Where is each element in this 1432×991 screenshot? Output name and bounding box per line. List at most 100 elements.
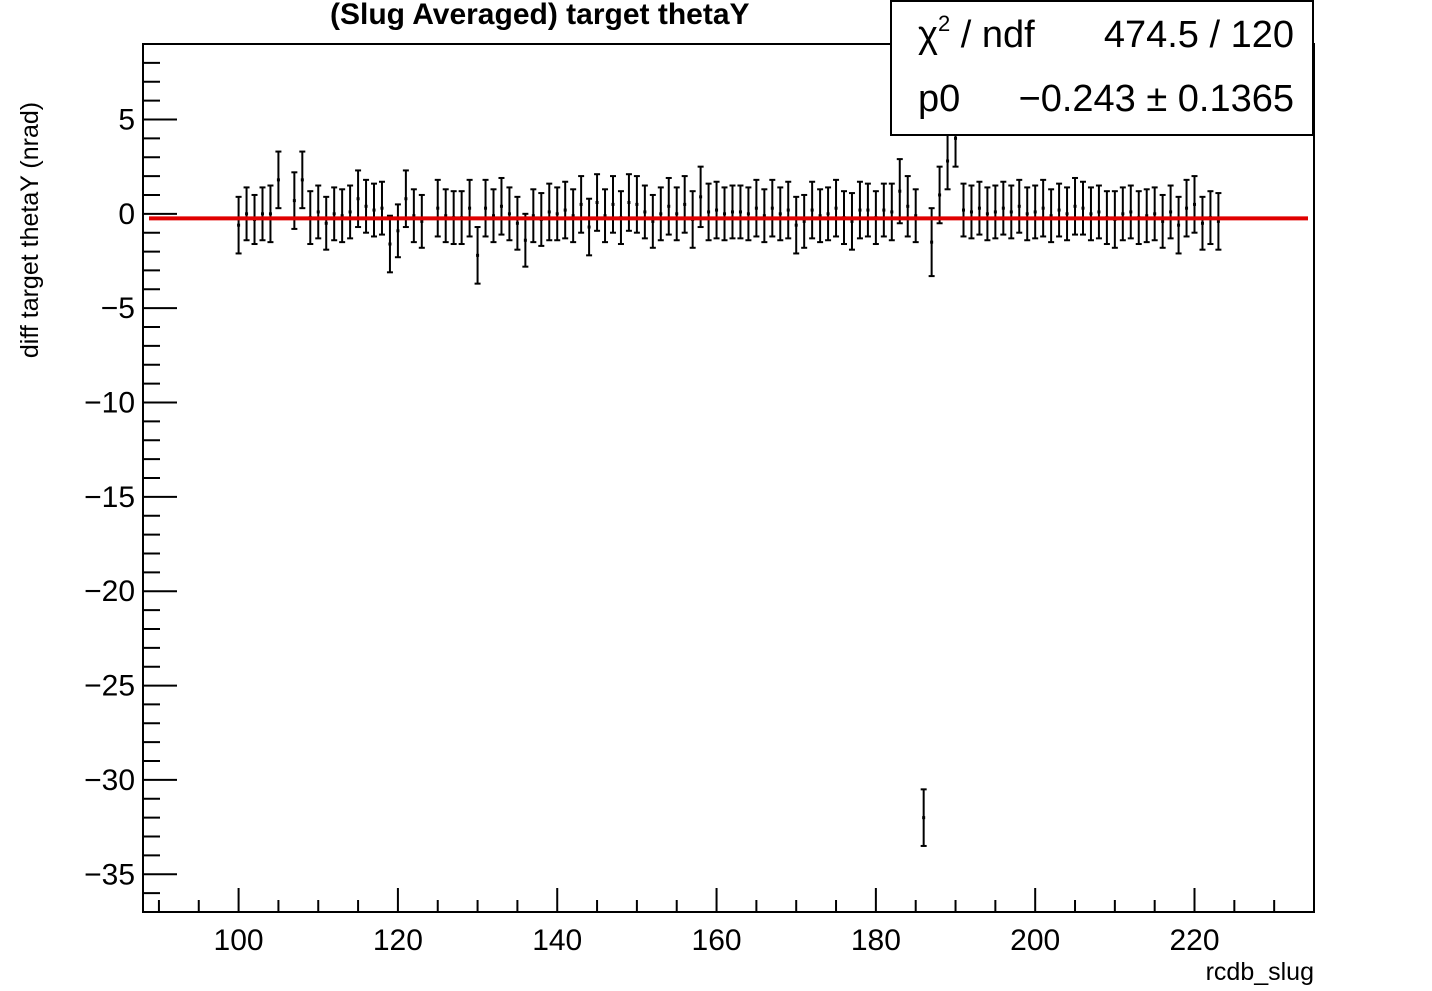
data-point [1056,182,1063,238]
stat-label-chi2: χ2 / ndf [918,11,1035,57]
y-tick-label: −10 [84,387,135,420]
data-point [825,186,832,242]
data-point [1167,184,1174,240]
data-point [665,176,672,236]
x-tick-label: 100 [214,924,264,957]
data-point [793,195,800,255]
x-tick-label: 200 [1010,924,1060,957]
y-tick-label: −25 [84,670,135,703]
stat-row-p0: p0 −0.243 ± 0.1365 [892,66,1312,130]
data-point [578,175,585,234]
data-point [291,171,298,230]
data-point [753,178,760,238]
data-point [984,186,991,242]
data-point [498,176,505,236]
data-point [769,178,776,238]
data-point [1024,186,1031,242]
data-point [235,195,242,255]
data-point [554,186,561,242]
data-point [347,184,354,240]
data-point [944,131,951,191]
data-point [1183,178,1190,238]
data-point [371,182,378,238]
data-point [864,182,871,238]
data-point [299,150,306,210]
data-point [562,180,569,240]
data-point [1000,180,1007,236]
data-point [339,188,346,244]
data-point [1159,193,1166,249]
chart-title: (Slug Averaged) target thetaY [330,0,750,31]
data-point [602,188,609,244]
stat-row-chi2: χ2 / ndf 474.5 / 120 [892,2,1312,66]
data-point [705,182,712,242]
data-point [880,182,887,238]
data-point [530,188,537,244]
data-point [809,180,816,240]
data-point [1119,186,1126,242]
data-point [1127,184,1134,240]
x-tick-label: 140 [532,924,582,957]
data-point [713,180,720,240]
data-point [848,192,855,251]
y-tick-label: −35 [84,858,135,891]
data-point [315,184,322,240]
data-point [259,186,266,242]
data-point [466,178,473,238]
data-point [490,188,497,244]
data-point [737,184,744,240]
data-point [888,182,895,242]
y-tick-label: 0 [118,198,135,231]
plot-frame [142,43,1315,913]
x-axis: 100 120 140 160 180 200 220 [157,888,1315,957]
data-point [801,193,808,249]
data-point [1087,186,1094,242]
y-tick-label: −20 [84,575,135,608]
y-axis: 5 0 −5 −10 −15 −20 −25 −30 −35 [84,43,177,913]
y-axis-title: diff target thetaY (nrad) [16,102,44,358]
data-point [856,180,863,240]
data-point [1151,186,1158,242]
data-point [912,188,919,244]
data-point [378,180,385,236]
data-series [235,109,1222,847]
y-tick-label: −5 [101,292,135,325]
data-point [410,188,417,244]
data-point [1191,175,1198,234]
data-point [514,195,521,251]
data-point [673,186,680,242]
data-point [936,165,943,225]
data-point [761,188,768,244]
x-tick-label: 160 [692,924,742,957]
data-point [777,186,784,242]
data-point [442,188,449,244]
data-point [1016,178,1023,234]
x-tick-label: 120 [373,924,423,957]
data-point [1215,192,1222,251]
data-point [657,186,664,242]
data-point [729,184,736,240]
data-point [745,186,752,242]
data-point [896,158,903,225]
data-point [482,178,489,238]
data-point [1032,184,1039,240]
data-point [331,186,338,242]
data-point [522,212,529,268]
data-point [594,173,601,232]
data-point [641,184,648,240]
stat-label-p0: p0 [918,78,961,120]
data-point [681,175,688,234]
data-point [920,788,927,847]
data-point [625,173,632,232]
y-tick-label: 5 [118,103,135,136]
data-point [1199,195,1206,251]
data-point [546,182,553,242]
data-point [474,226,481,285]
data-point [275,150,282,210]
data-point [434,178,441,238]
data-point [968,184,975,240]
data-point [609,175,616,234]
data-point [1064,186,1071,242]
fit-statistics-box: χ2 / ndf 474.5 / 120 p0 −0.243 ± 0.1365 [890,0,1314,136]
data-point [243,186,250,242]
